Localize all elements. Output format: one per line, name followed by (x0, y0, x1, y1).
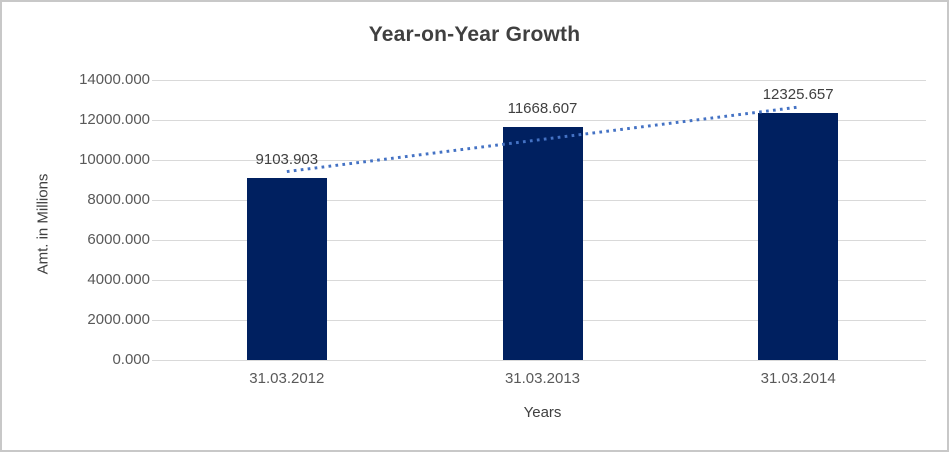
chart-bar-31.03.2013 (502, 126, 583, 360)
y-tick-label: 0.000 (112, 351, 150, 368)
y-tick-label: 6000.000 (87, 231, 150, 248)
chart-title: Year-on-Year Growth (368, 23, 581, 46)
chart-bar-31.03.2014 (758, 113, 839, 360)
bar-value-label: 12325.657 (762, 86, 834, 104)
gridline (159, 80, 926, 81)
bar-value-label: 9103.903 (255, 150, 319, 168)
y-axis-title: Amt. in Millions (34, 173, 52, 275)
y-tick-label: 2000.000 (87, 311, 150, 328)
y-tick-mark (152, 200, 159, 201)
x-axis-line (159, 360, 926, 361)
chart-bar-31.03.2012 (246, 177, 327, 360)
y-tick-mark (152, 280, 159, 281)
y-tick-mark (152, 360, 159, 361)
y-tick-mark (152, 240, 159, 241)
y-tick-mark (152, 120, 159, 121)
x-axis-title: Years (523, 404, 562, 421)
x-category-label: 31.03.2014 (760, 370, 836, 387)
bar-value-label: 11668.607 (507, 99, 578, 117)
y-tick-label: 12000.000 (79, 111, 150, 128)
x-category-label: 31.03.2012 (249, 370, 325, 387)
y-tick-mark (152, 160, 159, 161)
y-tick-mark (152, 80, 159, 81)
y-tick-label: 8000.000 (87, 191, 150, 208)
y-tick-mark (152, 320, 159, 321)
y-tick-label: 4000.000 (87, 271, 150, 288)
y-tick-label: 14000.000 (79, 71, 150, 88)
y-tick-label: 10000.000 (79, 151, 150, 168)
x-category-label: 31.03.2013 (504, 370, 581, 387)
